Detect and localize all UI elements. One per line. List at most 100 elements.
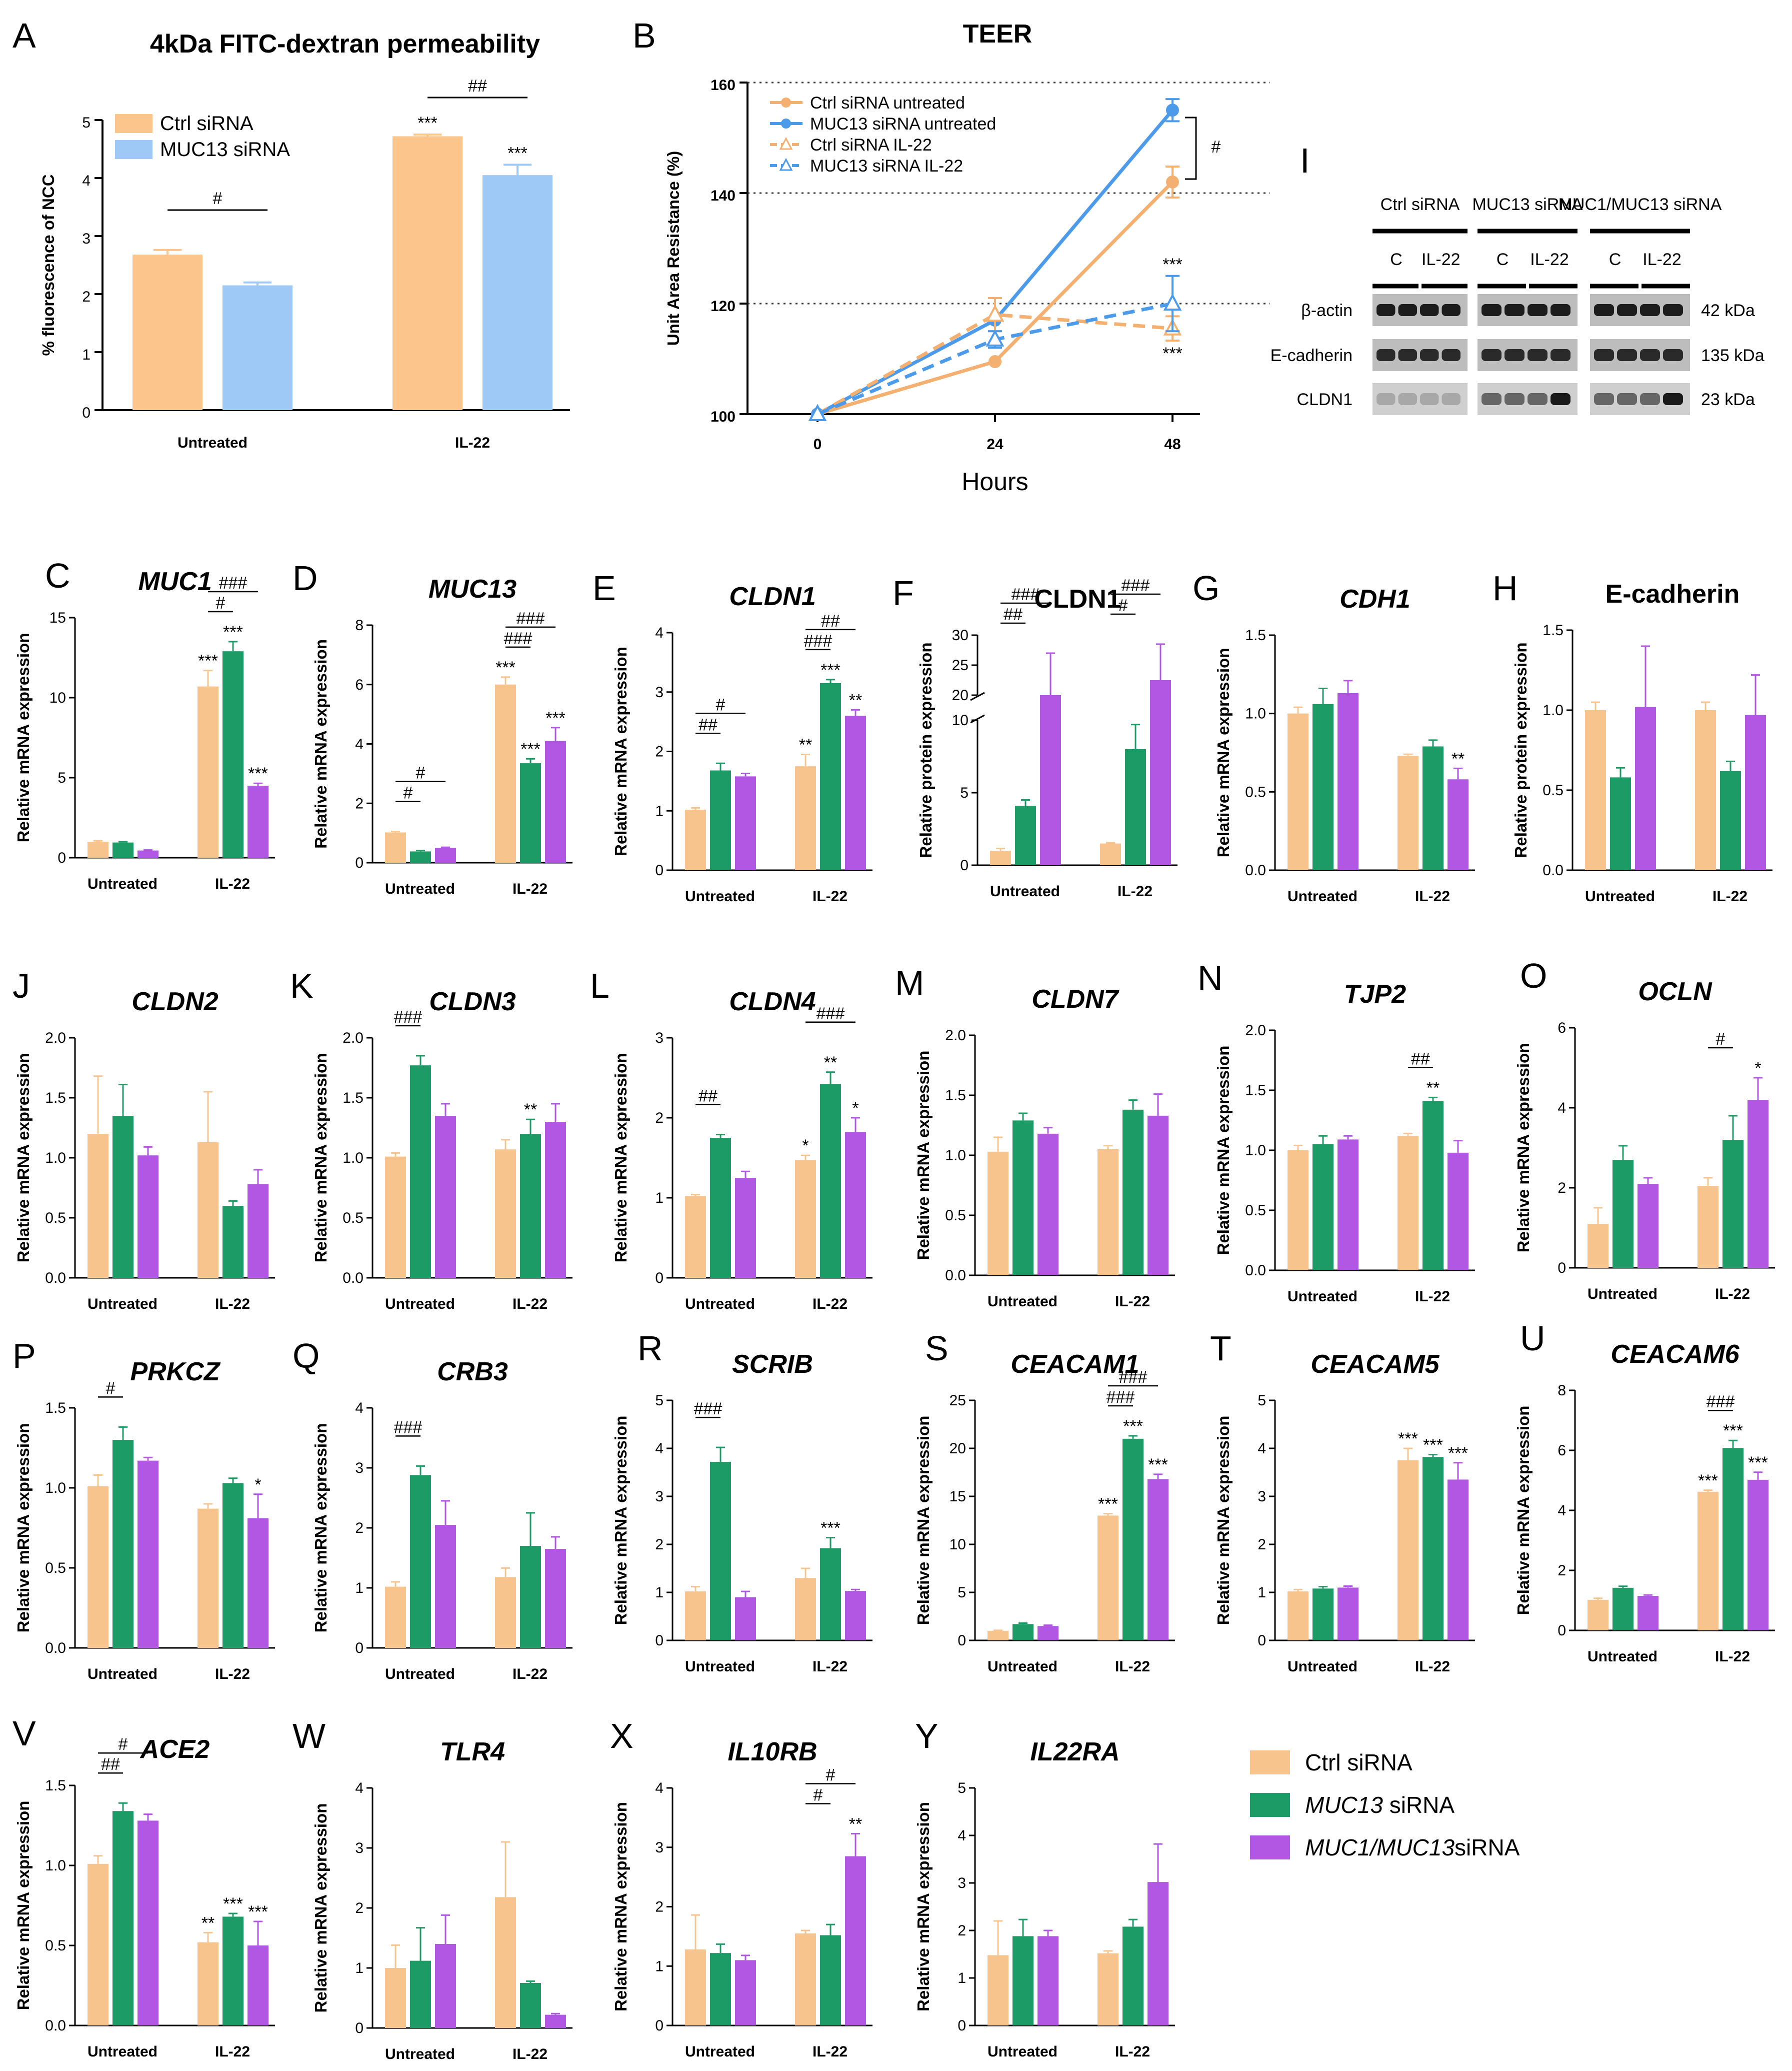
bar-R-Untreated-Ctrl siRNA: [685, 1591, 706, 1640]
y-tick-label-R: 0: [655, 1632, 664, 1649]
y-tick-label-K: 1.5: [342, 1090, 364, 1106]
axis-break-mark-F: [970, 714, 985, 724]
bar-K-Untreated-Ctrl siRNA: [385, 1156, 406, 1278]
x-category-label-S: Untreated: [988, 1658, 1058, 1675]
bar-L-IL-22-MUC13 siRNA: [820, 1084, 841, 1278]
x-category-label-H: Untreated: [1585, 888, 1655, 905]
blot-band: [1594, 393, 1614, 405]
x-tick-label-B: 24: [986, 436, 1004, 453]
bar-S-Untreated-Ctrl siRNA: [988, 1630, 1008, 1640]
bar-W-Untreated-MUC13 siRNA: [410, 1960, 431, 2028]
chart-panel-J: J CLDN2 Relative mRNA expression 0.0 0.5 1.0 1…: [12, 966, 275, 1312]
y-tick-label-F: 20: [952, 687, 968, 704]
bar-M-Untreated-MUC13 siRNA: [1012, 1120, 1034, 1275]
hash-mark-A: ##: [468, 77, 487, 96]
y-tick-label-W: 1: [355, 1960, 364, 1976]
chart-title-G: CDH1: [1340, 585, 1410, 614]
x-category-label-U: Untreated: [1588, 1648, 1658, 1665]
bar-G-Untreated-MUC1/MUC13siRNA: [1338, 693, 1358, 870]
bar-U-Untreated-MUC13 siRNA: [1612, 1587, 1634, 1630]
y-tick-label-A: 1: [82, 347, 90, 363]
y-tick-label-N: 0.0: [1245, 1262, 1266, 1279]
bar-U-IL-22-Ctrl siRNA: [1698, 1491, 1718, 1630]
y-tick-label-K: 1.0: [342, 1150, 364, 1166]
legend-swatch-1: [1250, 1793, 1290, 1817]
blot-lane-label: C: [1390, 250, 1402, 269]
bar-K-IL-22-MUC1/MUC13siRNA: [545, 1122, 566, 1278]
y-tick-label-A: 5: [82, 115, 90, 131]
hash-mark-C: ###: [219, 574, 248, 593]
panel-label-R: R: [638, 1329, 663, 1368]
bar-R-IL-22-Ctrl siRNA: [795, 1578, 816, 1640]
y-axis-label-P: Relative mRNA expression: [14, 1423, 32, 1633]
y-tick-label-S: 5: [958, 1584, 966, 1601]
blot-lane-label: C: [1496, 250, 1509, 269]
chart-panel-T: T CEACAM5 Relative mRNA expression 0 1 2 3 4 5 Un…: [1210, 1329, 1475, 1675]
blot-group-label: MUC1/MUC13 siRNA: [1558, 195, 1722, 214]
bar-T-IL-22-Ctrl siRNA: [1398, 1460, 1418, 1640]
significance-mark-L: *: [852, 1099, 858, 1118]
y-tick-label-J: 0.0: [45, 1270, 66, 1286]
chart-title-K: CLDN3: [429, 987, 516, 1016]
significance-mark-P: *: [254, 1475, 261, 1494]
bar-P-IL-22-MUC13 siRNA: [222, 1483, 244, 1648]
western-blot-panel: I Ctrl siRNA C IL-22 MUC13 siRNA C IL-22 MUC1/M…: [1270, 141, 1764, 415]
y-tick-label-D: 8: [355, 617, 364, 634]
y-tick-label-F: 5: [960, 785, 968, 801]
significance-mark-E: **: [849, 691, 862, 710]
y-tick-label-Q: 0: [355, 1640, 364, 1656]
bar-P-Untreated-MUC13 siRNA: [112, 1440, 134, 1648]
significance-mark-T: ***: [1423, 1435, 1443, 1454]
significance-mark-L: *: [802, 1136, 808, 1155]
panel-label-O: O: [1520, 956, 1547, 995]
hash-mark-U: ###: [1706, 1392, 1735, 1411]
y-tick-label-L: 3: [655, 1030, 664, 1046]
bar-W-IL-22-MUC13 siRNA: [520, 1983, 541, 2028]
bar-O-Untreated-MUC1/MUC13siRNA: [1638, 1184, 1658, 1268]
y-tick-label-L: 2: [655, 1110, 664, 1126]
blot-band: [1482, 393, 1502, 405]
significance-mark-T: ***: [1398, 1429, 1418, 1448]
bar-E-Untreated-MUC1/MUC13siRNA: [735, 776, 756, 870]
y-tick-label-E: 3: [655, 684, 664, 701]
x-category-label-C: IL-22: [215, 876, 250, 892]
y-tick-label-A: 3: [82, 231, 90, 247]
hash-mark-S: ###: [1119, 1368, 1148, 1387]
significance-mark-G: **: [1452, 749, 1464, 768]
y-tick-label-O: 4: [1558, 1100, 1566, 1116]
legend-swatch-A: [115, 140, 152, 159]
legend-label-1: MUC13 siRNA: [1305, 1792, 1454, 1818]
hash-mark-R: ###: [694, 1399, 722, 1418]
y-tick-label-M: 0.5: [945, 1207, 966, 1224]
panel-label-E: E: [592, 569, 616, 608]
x-category-label-Q: Untreated: [385, 1666, 455, 1682]
bar-P-IL-22-Ctrl siRNA: [198, 1508, 218, 1648]
significance-mark-D: ***: [496, 658, 516, 677]
hash-mark-Q: ###: [394, 1418, 422, 1437]
bar-W-IL-22-Ctrl siRNA: [495, 1897, 516, 2028]
y-tick-label-A: 2: [82, 289, 90, 305]
blot-band: [1594, 349, 1614, 361]
blot-band: [1528, 349, 1548, 361]
blot-band: [1398, 304, 1417, 316]
y-tick-label-Y: 4: [958, 1827, 966, 1844]
bar-N-Untreated-MUC13 siRNA: [1312, 1144, 1334, 1270]
y-tick-label-U: 0: [1558, 1622, 1566, 1639]
x-category-label-M: IL-22: [1115, 1293, 1150, 1310]
chart-panel-E: E CLDN1 Relative mRNA expression 0 1 2 3 4 Untre…: [592, 569, 872, 905]
y-tick-label-X: 0: [655, 2017, 664, 2034]
x-category-label-G: IL-22: [1415, 888, 1450, 905]
y-axis-label-O: Relative mRNA expression: [1514, 1043, 1532, 1253]
bar-L-IL-22-MUC1/MUC13siRNA: [845, 1132, 866, 1278]
bar-E-Untreated-Ctrl siRNA: [685, 809, 706, 870]
legend-B: Ctrl siRNA untreated MUC13 siRNA untreate…: [770, 94, 996, 176]
bar-T-Untreated-MUC13 siRNA: [1312, 1588, 1334, 1640]
chart-panel-F: F CLDN1 Relative protein expression 0 5 10 20 2…: [892, 574, 1178, 900]
blot-band: [1398, 393, 1417, 405]
x-category-label-P: IL-22: [215, 1666, 250, 1682]
legend-marker-B: [781, 119, 791, 129]
bar-V-Untreated-MUC13 siRNA: [112, 1811, 134, 2025]
y-axis-label-X: Relative mRNA expression: [612, 1802, 630, 2011]
y-axis-label-N: Relative mRNA expression: [1214, 1046, 1232, 1255]
bar-D-Untreated-MUC13 siRNA: [410, 851, 431, 863]
